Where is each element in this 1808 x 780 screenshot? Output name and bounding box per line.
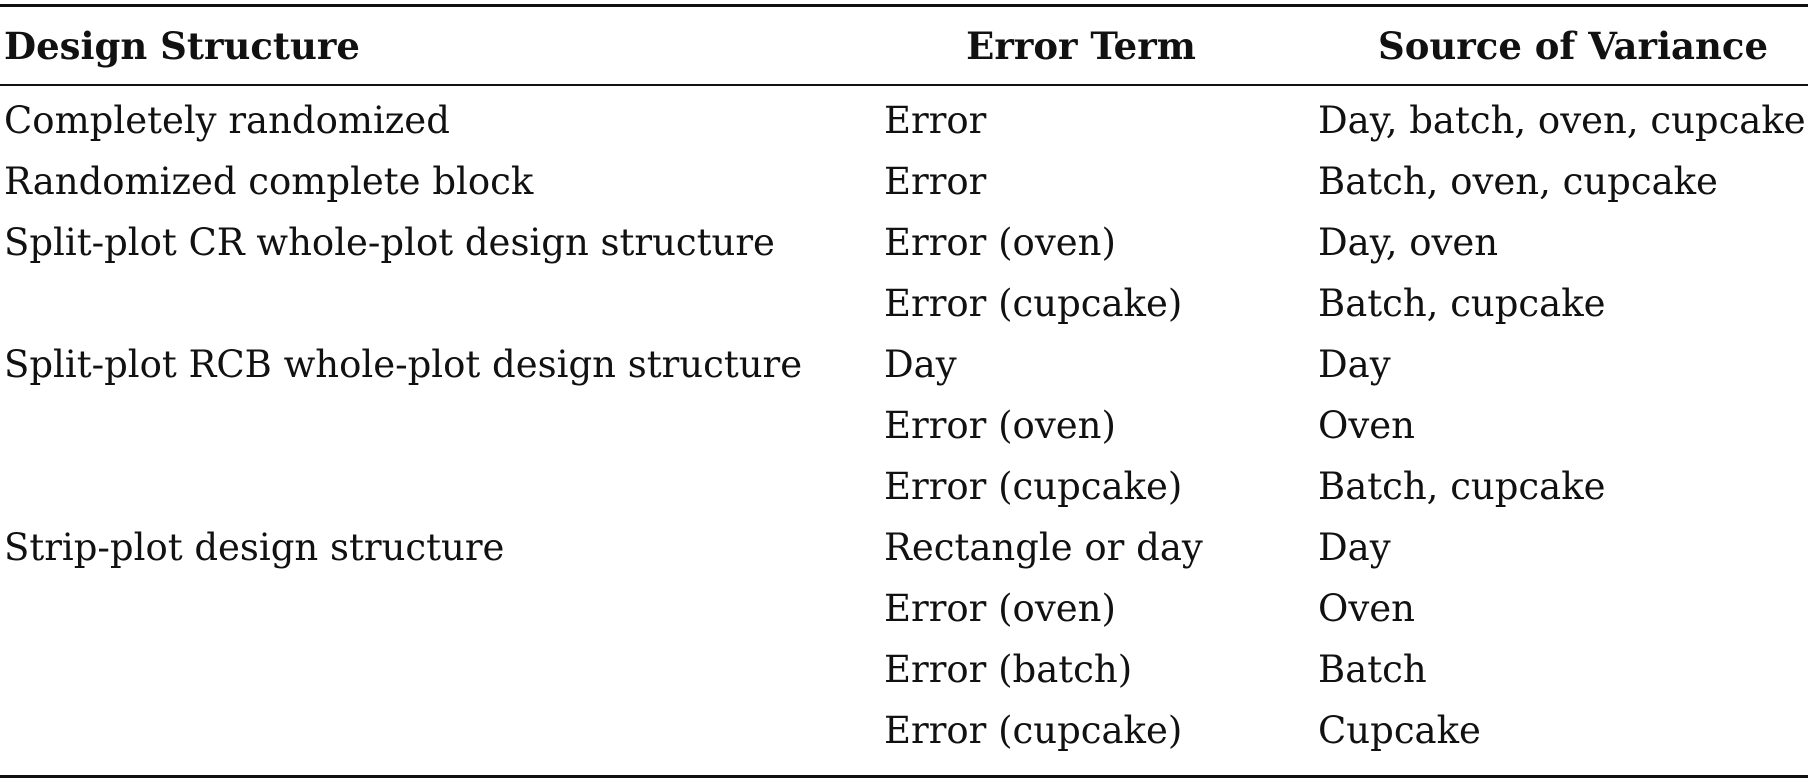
cell-source-of-variance: Oven	[1318, 587, 1415, 630]
cell-error-term: Error (batch)	[884, 648, 1133, 691]
table-row: Strip-plot design structure Rectangle or…	[0, 517, 1808, 578]
cell-source-of-variance: Day, oven	[1318, 221, 1499, 264]
cell-source-of-variance: Cupcake	[1318, 709, 1481, 752]
cell-error-term: Error	[884, 99, 987, 142]
cell-design-structure	[0, 578, 884, 639]
cell-error-term: Error (cupcake)	[884, 465, 1183, 508]
table-row: Error (oven) Oven	[0, 578, 1808, 639]
cell-design-structure: Strip-plot design structure	[4, 526, 505, 569]
cell-design-structure: Split-plot CR whole-plot design structur…	[4, 221, 775, 264]
bottom-rule	[0, 775, 1808, 778]
cell-design-structure	[0, 395, 884, 456]
cell-design-structure	[0, 700, 884, 761]
table-row: Split-plot RCB whole-plot design structu…	[0, 334, 1808, 395]
cell-source-of-variance: Batch, cupcake	[1318, 282, 1606, 325]
header-rule	[0, 84, 1808, 86]
cell-source-of-variance: Day	[1318, 343, 1391, 386]
cell-error-term: Error	[884, 160, 987, 203]
cell-error-term: Error (oven)	[884, 404, 1116, 447]
cell-design-structure: Randomized complete block	[4, 160, 534, 203]
column-header-error-term: Error Term	[966, 23, 1196, 68]
cell-source-of-variance: Batch, oven, cupcake	[1318, 160, 1718, 203]
column-header-design-structure: Design Structure	[4, 23, 360, 68]
cell-error-term: Day	[884, 343, 957, 386]
cell-error-term: Error (oven)	[884, 587, 1116, 630]
cell-error-term: Error (cupcake)	[884, 709, 1183, 752]
cell-error-term: Rectangle or day	[884, 526, 1203, 569]
cell-design-structure: Split-plot RCB whole-plot design structu…	[4, 343, 803, 386]
column-header-source-of-variance: Source of Variance	[1378, 23, 1768, 68]
table-row: Split-plot CR whole-plot design structur…	[0, 212, 1808, 273]
table-row: Error (cupcake) Cupcake	[0, 700, 1808, 761]
cell-source-of-variance: Batch	[1318, 648, 1427, 691]
header-row: Design Structure Error Term Source of Va…	[0, 7, 1808, 84]
cell-source-of-variance: Oven	[1318, 404, 1415, 447]
table-row: Error (oven) Oven	[0, 395, 1808, 456]
cell-design-structure	[0, 456, 884, 517]
cell-error-term: Error (cupcake)	[884, 282, 1183, 325]
table: Design Structure Error Term Source of Va…	[0, 7, 1808, 761]
table-row: Error (cupcake) Batch, cupcake	[0, 456, 1808, 517]
cell-source-of-variance: Day, batch, oven, cupcake	[1318, 99, 1806, 142]
table-row: Error (cupcake) Batch, cupcake	[0, 273, 1808, 334]
cell-design-structure: Completely randomized	[4, 99, 450, 142]
table-row: Randomized complete block Error Batch, o…	[0, 151, 1808, 212]
cell-design-structure	[0, 273, 884, 334]
cell-design-structure	[0, 639, 884, 700]
table-row: Completely randomized Error Day, batch, …	[0, 84, 1808, 151]
table-row: Error (batch) Batch	[0, 639, 1808, 700]
top-rule	[0, 4, 1808, 7]
cell-source-of-variance: Day	[1318, 526, 1391, 569]
cell-error-term: Error (oven)	[884, 221, 1116, 264]
cell-source-of-variance: Batch, cupcake	[1318, 465, 1606, 508]
